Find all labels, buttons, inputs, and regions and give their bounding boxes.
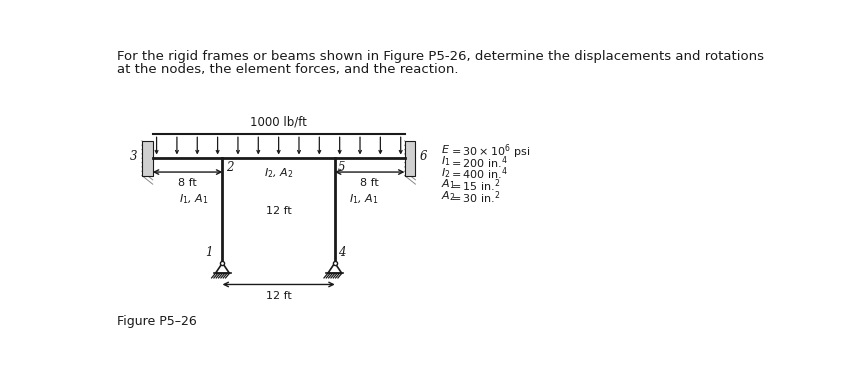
Bar [404, 141, 415, 176]
Text: 3: 3 [129, 150, 137, 163]
Text: 4: 4 [338, 246, 345, 259]
Text: $= 30 \times 10^6$ psi: $= 30 \times 10^6$ psi [449, 143, 530, 161]
Text: $I_2$: $I_2$ [441, 166, 450, 180]
Text: $I_2$, $A_2$: $I_2$, $A_2$ [263, 166, 293, 180]
Text: $I_1$, $A_1$: $I_1$, $A_1$ [349, 192, 378, 206]
Text: 8 ft: 8 ft [178, 178, 196, 188]
Text: at the nodes, the element forces, and the reaction.: at the nodes, the element forces, and th… [117, 63, 458, 76]
Text: $= 15$ in.$^2$: $= 15$ in.$^2$ [449, 177, 499, 194]
Text: $A_2$: $A_2$ [441, 189, 455, 203]
Text: $I_1$, $A_1$: $I_1$, $A_1$ [179, 192, 208, 206]
Text: $I_1$: $I_1$ [441, 154, 450, 168]
Text: Figure P5–26: Figure P5–26 [117, 315, 196, 328]
Text: 8 ft: 8 ft [360, 178, 379, 188]
Text: For the rigid frames or beams shown in Figure P5-26, determine the displacements: For the rigid frames or beams shown in F… [117, 50, 763, 63]
Text: $E$: $E$ [441, 143, 449, 155]
Text: 12 ft: 12 ft [265, 291, 291, 301]
Text: 6: 6 [419, 150, 427, 163]
Text: 5: 5 [338, 161, 345, 174]
Text: $= 30$ in.$^2$: $= 30$ in.$^2$ [449, 189, 499, 206]
Text: $= 200$ in.$^4$: $= 200$ in.$^4$ [449, 154, 507, 171]
Text: $A_1$: $A_1$ [441, 177, 455, 191]
Text: 2: 2 [226, 161, 233, 174]
Text: $= 400$ in.$^4$: $= 400$ in.$^4$ [449, 166, 507, 183]
Bar [142, 141, 152, 176]
Text: 1: 1 [206, 246, 213, 259]
Text: 1000 lb/ft: 1000 lb/ft [250, 116, 307, 129]
Text: 12 ft: 12 ft [265, 206, 291, 216]
